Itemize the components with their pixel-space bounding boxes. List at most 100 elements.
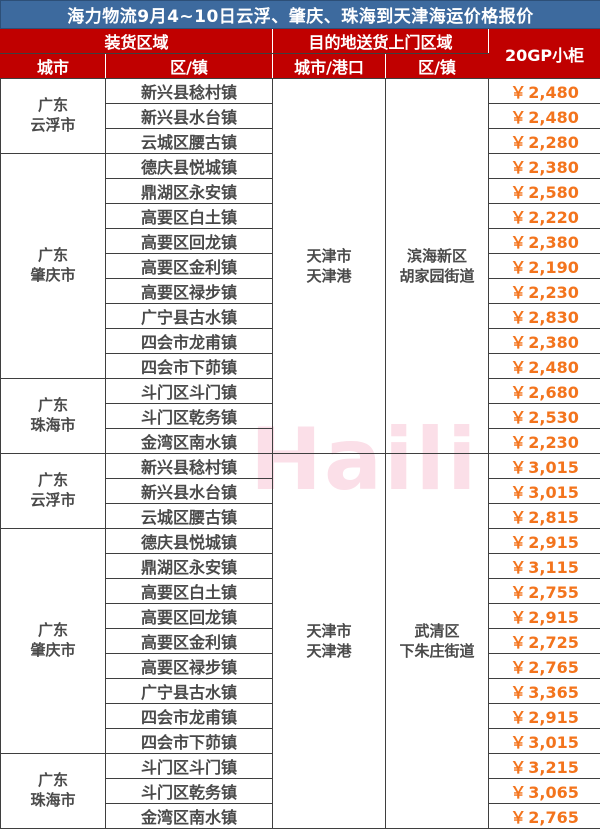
yen-symbol: ￥ <box>510 808 526 827</box>
yen-symbol: ￥ <box>510 558 526 577</box>
title-row: 海力物流9月4~10日云浮、肇庆、珠海到天津海运价格报价 <box>1 1 600 29</box>
table-row: 广东 云浮市新兴县稔村镇天津市 天津港武清区 下朱庄街道￥3,015 <box>1 454 600 479</box>
price-cell: ￥2,380 <box>489 154 600 179</box>
price-amount: 2,480 <box>528 83 579 102</box>
price-amount: 2,190 <box>528 258 579 277</box>
origin-town-cell: 高要区金利镇 <box>106 254 273 279</box>
yen-symbol: ￥ <box>510 358 526 377</box>
origin-town-cell: 高要区金利镇 <box>106 629 273 654</box>
price-amount: 2,480 <box>528 358 579 377</box>
origin-town-cell: 鼎湖区永安镇 <box>106 179 273 204</box>
price-cell: ￥2,755 <box>489 579 600 604</box>
yen-symbol: ￥ <box>510 758 526 777</box>
origin-town-cell: 高要区白土镇 <box>106 204 273 229</box>
yen-symbol: ￥ <box>510 258 526 277</box>
price-cell: ￥2,530 <box>489 404 600 429</box>
price-amount: 2,915 <box>528 608 579 627</box>
origin-town-cell: 新兴县水台镇 <box>106 104 273 129</box>
price-cell: ￥3,015 <box>489 729 600 754</box>
destination-city-cell: 天津市 天津港 <box>273 79 386 454</box>
header-origin-city: 城市 <box>1 54 106 79</box>
yen-symbol: ￥ <box>510 333 526 352</box>
origin-city-cell: 广东 云浮市 <box>1 79 106 154</box>
yen-symbol: ￥ <box>510 683 526 702</box>
header-dest-town: 区/镇 <box>386 54 489 79</box>
yen-symbol: ￥ <box>510 308 526 327</box>
yen-symbol: ￥ <box>510 583 526 602</box>
header-group-row: 装货区域 目的地送货上门区域 20GP小柜 <box>1 29 600 54</box>
price-amount: 2,830 <box>528 308 579 327</box>
origin-town-cell: 斗门区斗门镇 <box>106 754 273 779</box>
yen-symbol: ￥ <box>510 733 526 752</box>
price-cell: ￥3,015 <box>489 479 600 504</box>
price-cell: ￥2,220 <box>489 204 600 229</box>
header-origin-group: 装货区域 <box>1 29 273 54</box>
origin-town-cell: 高要区回龙镇 <box>106 604 273 629</box>
header-dest-city: 城市/港口 <box>273 54 386 79</box>
price-cell: ￥2,480 <box>489 354 600 379</box>
price-amount: 2,280 <box>528 133 579 152</box>
origin-town-cell: 鼎湖区永安镇 <box>106 554 273 579</box>
table-row: 广东 云浮市新兴县稔村镇天津市 天津港滨海新区 胡家园街道￥2,480 <box>1 79 600 104</box>
origin-town-cell: 新兴县稔村镇 <box>106 454 273 479</box>
origin-town-cell: 云城区腰古镇 <box>106 504 273 529</box>
price-cell: ￥2,765 <box>489 804 600 829</box>
price-amount: 2,765 <box>528 658 579 677</box>
yen-symbol: ￥ <box>510 633 526 652</box>
yen-symbol: ￥ <box>510 158 526 177</box>
price-cell: ￥2,815 <box>489 504 600 529</box>
yen-symbol: ￥ <box>510 433 526 452</box>
destination-city-cell: 天津市 天津港 <box>273 454 386 829</box>
yen-symbol: ￥ <box>510 383 526 402</box>
origin-town-cell: 四会市龙甫镇 <box>106 329 273 354</box>
origin-town-cell: 广宁县古水镇 <box>106 304 273 329</box>
price-amount: 2,815 <box>528 508 579 527</box>
price-amount: 2,915 <box>528 533 579 552</box>
price-amount: 2,765 <box>528 808 579 827</box>
price-amount: 2,480 <box>528 108 579 127</box>
price-amount: 2,725 <box>528 633 579 652</box>
origin-town-cell: 新兴县水台镇 <box>106 479 273 504</box>
yen-symbol: ￥ <box>510 183 526 202</box>
yen-symbol: ￥ <box>510 283 526 302</box>
price-amount: 3,115 <box>528 558 579 577</box>
origin-city-cell: 广东 云浮市 <box>1 454 106 529</box>
page-title: 海力物流9月4~10日云浮、肇庆、珠海到天津海运价格报价 <box>1 1 600 29</box>
origin-town-cell: 金湾区南水镇 <box>106 804 273 829</box>
yen-symbol: ￥ <box>510 708 526 727</box>
destination-town-cell: 滨海新区 胡家园街道 <box>386 79 489 454</box>
yen-symbol: ￥ <box>510 83 526 102</box>
origin-city-cell: 广东 珠海市 <box>1 379 106 454</box>
origin-town-cell: 德庆县悦城镇 <box>106 154 273 179</box>
destination-town-cell: 武清区 下朱庄街道 <box>386 454 489 829</box>
yen-symbol: ￥ <box>510 133 526 152</box>
yen-symbol: ￥ <box>510 483 526 502</box>
price-amount: 3,015 <box>528 733 579 752</box>
origin-city-cell: 广东 肇庆市 <box>1 529 106 754</box>
price-cell: ￥2,830 <box>489 304 600 329</box>
origin-town-cell: 四会市下茆镇 <box>106 354 273 379</box>
price-cell: ￥3,115 <box>489 554 600 579</box>
origin-town-cell: 新兴县稔村镇 <box>106 79 273 104</box>
yen-symbol: ￥ <box>510 533 526 552</box>
header-origin-town: 区/镇 <box>106 54 273 79</box>
price-amount: 3,365 <box>528 683 579 702</box>
yen-symbol: ￥ <box>510 608 526 627</box>
price-amount: 3,065 <box>528 783 579 802</box>
price-cell: ￥2,580 <box>489 179 600 204</box>
price-amount: 2,380 <box>528 233 579 252</box>
header-price-20gp: 20GP小柜 <box>489 29 600 79</box>
yen-symbol: ￥ <box>510 783 526 802</box>
price-quote-sheet: Haili 海力物流9月4~10日云浮、肇庆、珠海到天津海运价格报价 装货区域 … <box>0 0 600 794</box>
price-amount: 2,380 <box>528 158 579 177</box>
price-cell: ￥2,915 <box>489 704 600 729</box>
table-header: 海力物流9月4~10日云浮、肇庆、珠海到天津海运价格报价 装货区域 目的地送货上… <box>1 1 600 79</box>
origin-town-cell: 高要区白土镇 <box>106 579 273 604</box>
price-cell: ￥2,725 <box>489 629 600 654</box>
price-cell: ￥2,380 <box>489 229 600 254</box>
price-cell: ￥2,280 <box>489 129 600 154</box>
price-cell: ￥2,190 <box>489 254 600 279</box>
price-amount: 2,755 <box>528 583 579 602</box>
